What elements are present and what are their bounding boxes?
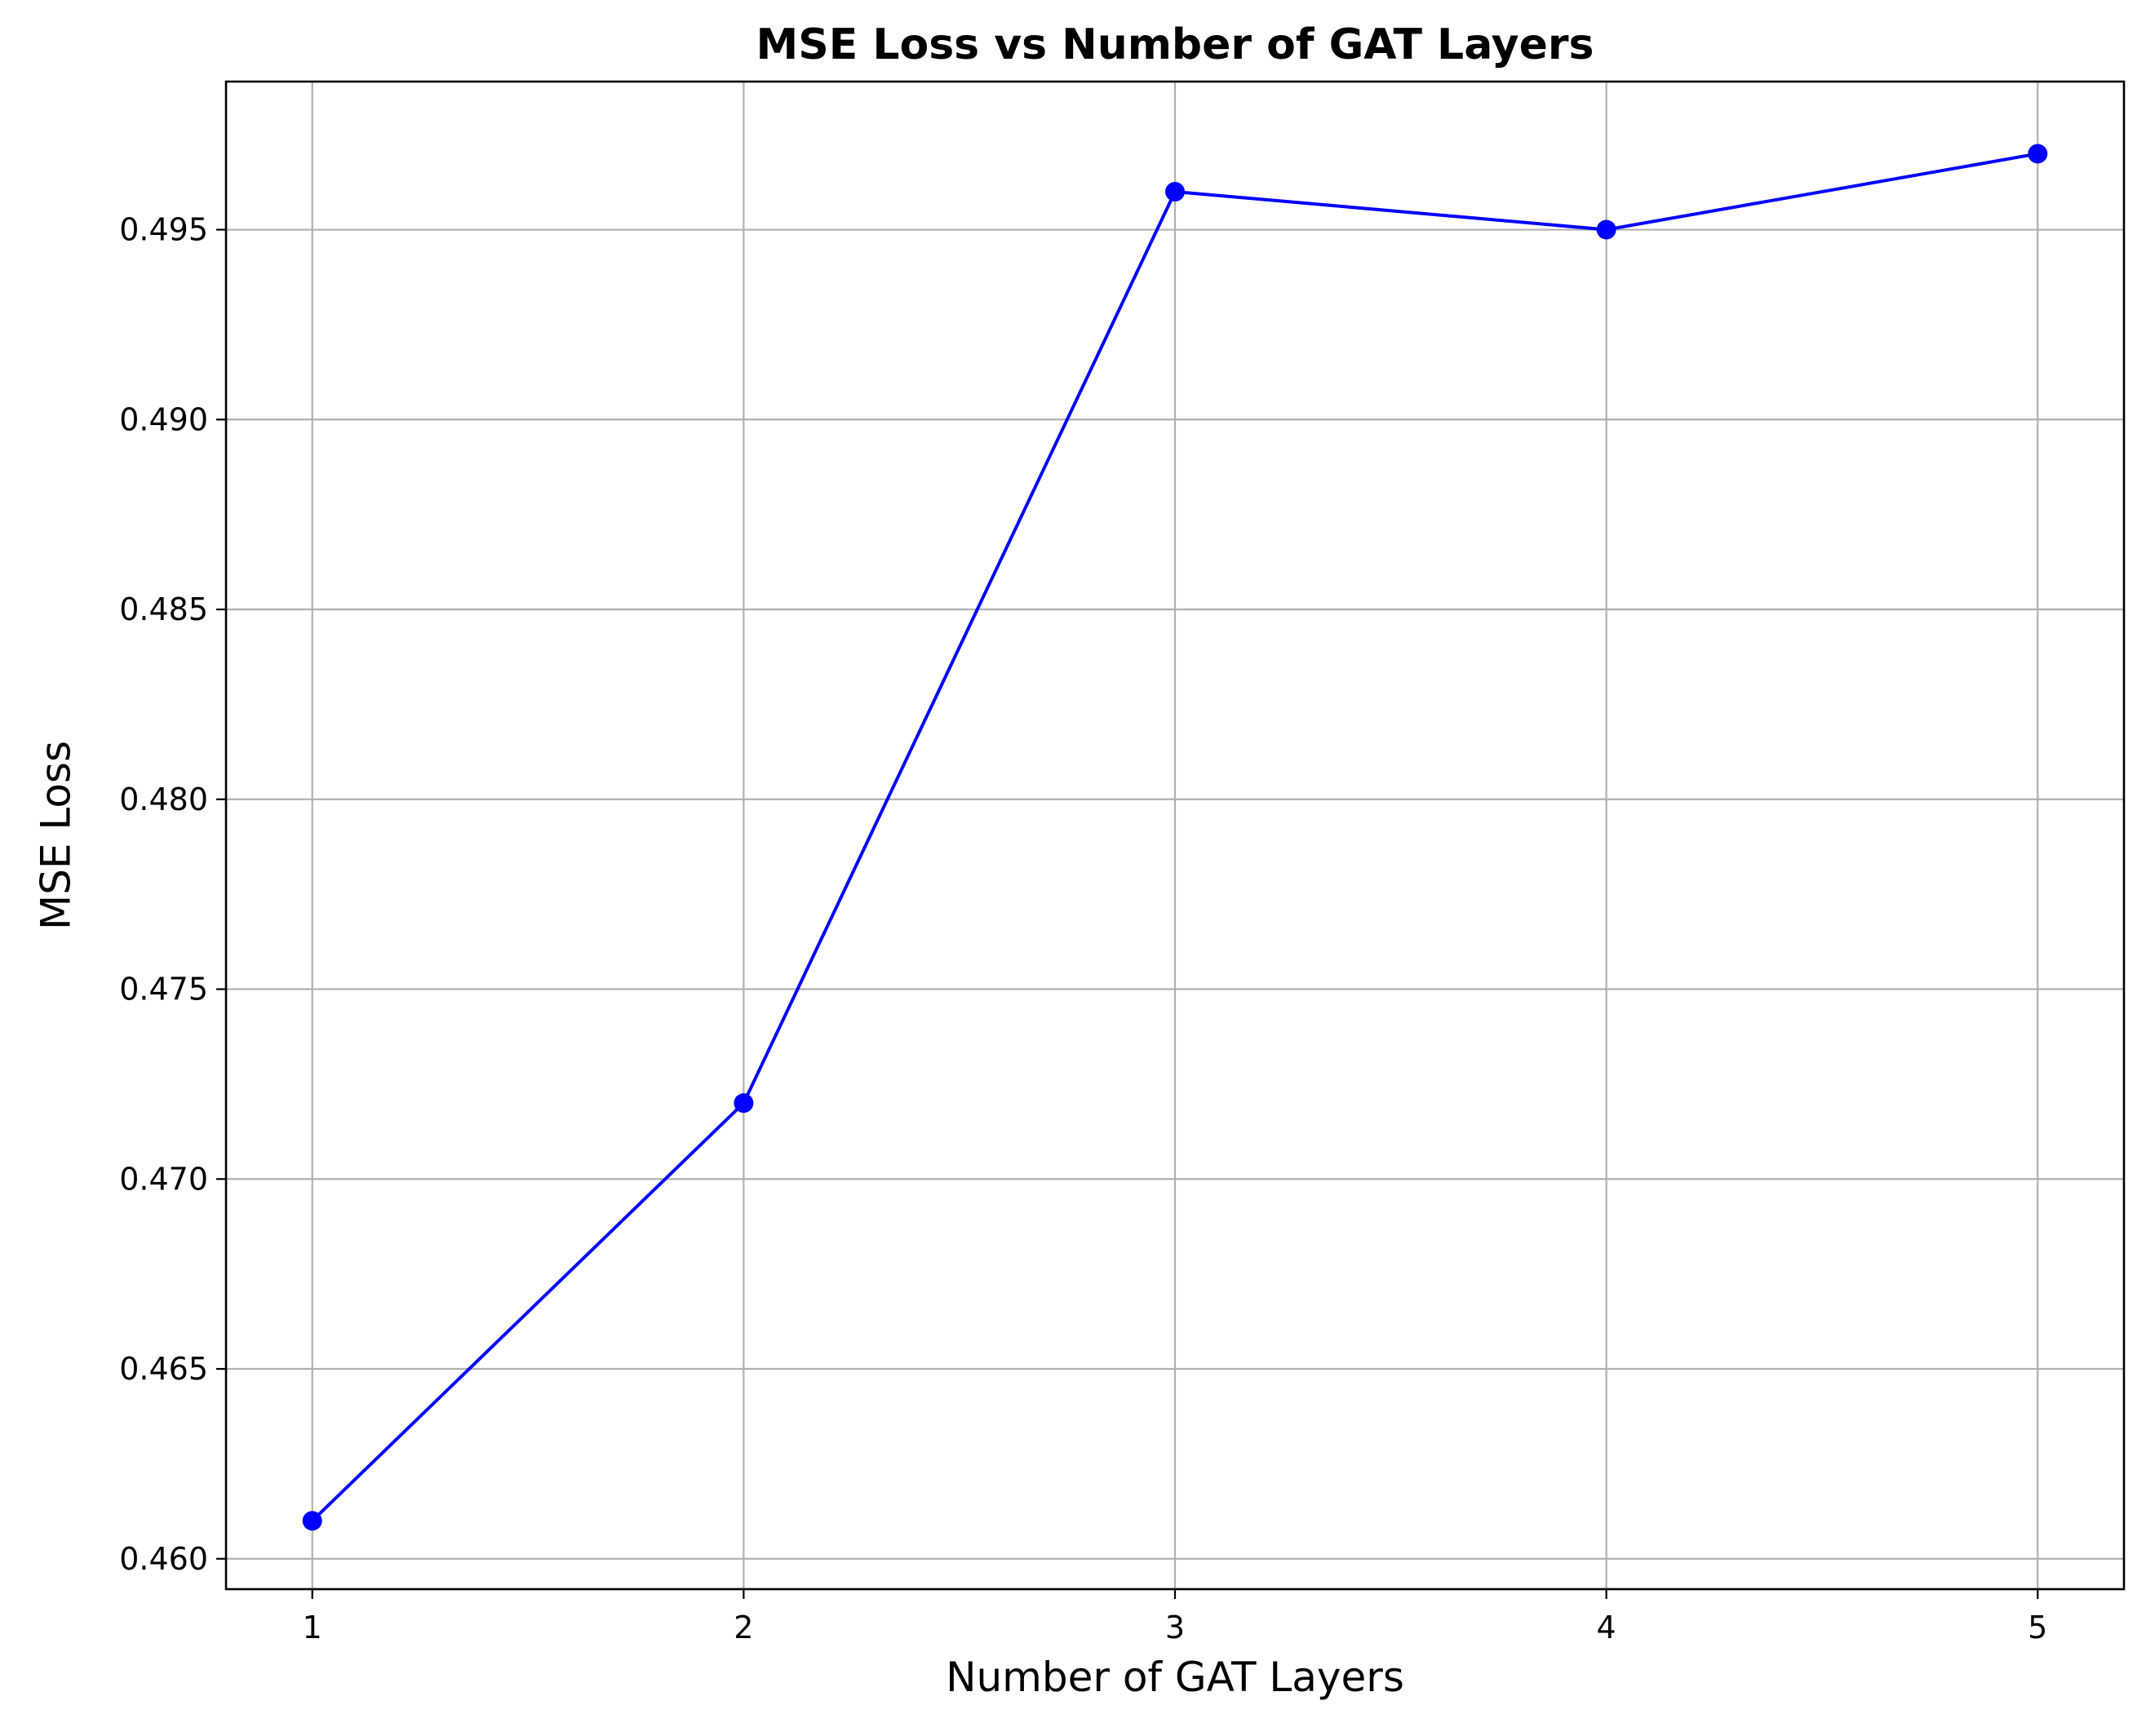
x-axis: 1 2 3 4 5 [303, 1589, 2047, 1645]
y-tick-label: 0.460 [119, 1541, 208, 1577]
data-point [1596, 219, 1616, 240]
y-tick-label: 0.480 [119, 782, 208, 817]
y-axis-label: MSE Loss [33, 741, 80, 930]
y-tick-label: 0.470 [119, 1161, 208, 1197]
y-tick-label: 0.485 [119, 591, 208, 627]
x-tick-label: 4 [1597, 1610, 1616, 1645]
x-tick-label: 5 [2028, 1610, 2047, 1645]
data-point [734, 1093, 754, 1114]
x-tick-label: 3 [1165, 1610, 1185, 1645]
data-point [1165, 181, 1185, 202]
x-tick-label: 2 [734, 1610, 753, 1645]
chart-title: MSE Loss vs Number of GAT Layers [756, 20, 1594, 69]
data-point [302, 1511, 322, 1531]
y-tick-label: 0.490 [119, 401, 208, 437]
x-axis-label: Number of GAT Layers [946, 1654, 1404, 1701]
y-axis: 0.460 0.465 0.470 0.475 0.480 0.485 0.490 0.495 [119, 212, 226, 1577]
grid [226, 82, 2124, 1589]
data-point [2028, 144, 2048, 164]
x-tick-label: 1 [303, 1610, 322, 1645]
y-tick-label: 0.495 [119, 212, 208, 248]
y-tick-label: 0.465 [119, 1351, 208, 1387]
y-tick-label: 0.475 [119, 972, 208, 1008]
series-layer [302, 144, 2048, 1531]
